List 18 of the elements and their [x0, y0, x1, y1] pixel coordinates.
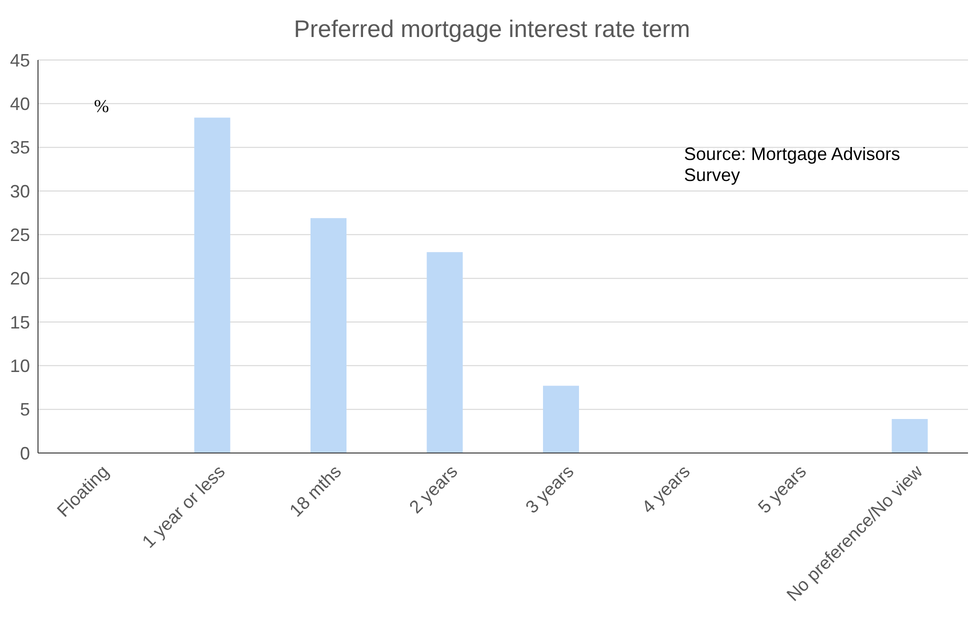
y-tick-label: 15 [10, 312, 30, 332]
bar [426, 252, 463, 453]
y-tick-label: 10 [10, 356, 30, 376]
y-tick-label: 25 [10, 225, 30, 246]
y-tick-label: 45 [10, 50, 30, 70]
bar [892, 418, 928, 453]
y-tick-label: 20 [10, 268, 30, 289]
y-tick-label: 5 [20, 400, 30, 420]
annotation: Source: Mortgage Advisors Survey [684, 144, 902, 186]
bar [543, 386, 579, 453]
y-tick-label: 40 [10, 94, 30, 114]
y-tick-label: 30 [10, 181, 30, 202]
bar [194, 118, 230, 453]
y-axis-title: % [94, 96, 109, 117]
y-tick-label: 35 [10, 138, 30, 158]
y-tick-label: 0 [20, 443, 30, 464]
chart-title: Preferred mortgage interest rate term [292, 16, 692, 44]
bar [310, 218, 346, 453]
